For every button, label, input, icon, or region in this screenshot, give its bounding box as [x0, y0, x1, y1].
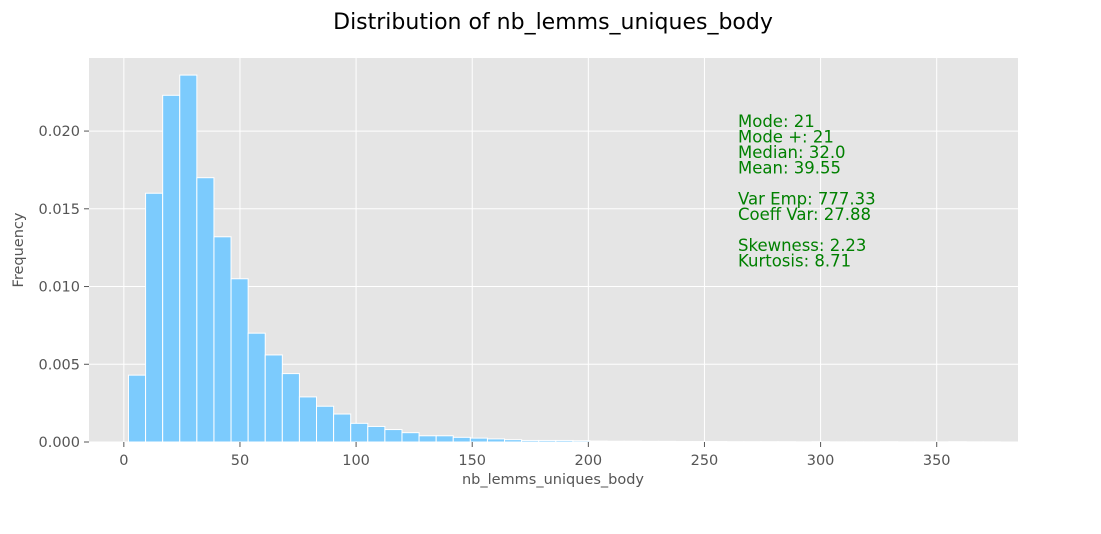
histogram-bars [127, 74, 1001, 443]
x-tick-label: 150 [458, 453, 486, 469]
histogram-bar [521, 439, 540, 443]
histogram-bar [145, 192, 164, 443]
histogram-bar [213, 236, 232, 443]
x-tick-label: 250 [691, 453, 719, 469]
histogram-bar [281, 373, 300, 443]
axis-ticks: 0 50 100 150 200 250 300 350 0.000 0.005 0.010 0.01… [38, 124, 950, 469]
histogram-bar [350, 422, 369, 443]
stat-line: Median: 32.0 [738, 143, 846, 162]
y-tick-label: 0.000 [38, 435, 80, 451]
histogram-bar [623, 440, 642, 443]
histogram-bar [247, 332, 266, 443]
y-axis-label: Frequency [11, 212, 27, 287]
stat-line: Mean: 39.55 [738, 159, 841, 178]
x-tick-label: 350 [923, 453, 951, 469]
histogram-bar [555, 439, 574, 443]
y-tick-label: 0.015 [38, 202, 80, 218]
histogram-bar [316, 405, 335, 443]
histogram-bar [418, 435, 437, 443]
histogram-bar [196, 177, 215, 443]
histogram-bar [264, 354, 283, 443]
histogram-bar [367, 425, 386, 443]
histogram-bar [384, 429, 403, 443]
histogram-bar [572, 440, 591, 443]
histogram-bar [435, 435, 454, 443]
x-tick-label: 100 [342, 453, 370, 469]
histogram-bar [179, 74, 198, 443]
histogram-bar [127, 374, 147, 443]
x-tick-label: 300 [807, 453, 835, 469]
histogram-bar [589, 440, 608, 443]
stat-line: Mode +: 21 [738, 128, 834, 147]
histogram-bar [504, 439, 523, 443]
x-tick-label: 200 [574, 453, 602, 469]
histogram-bar [452, 436, 471, 443]
histogram-bar [401, 432, 420, 443]
histogram-bar [333, 413, 352, 443]
y-tick-label: 0.005 [38, 357, 80, 373]
histogram-bar [230, 278, 249, 443]
x-tick-label: 0 [119, 453, 128, 469]
y-tick-label: 0.010 [38, 280, 80, 296]
histogram-bar [606, 440, 625, 443]
histogram-bar [298, 396, 318, 443]
stat-line: Skewness: 2.23 [738, 236, 866, 255]
stat-line: Kurtosis: 8.71 [738, 252, 851, 271]
x-tick-label: 50 [231, 453, 249, 469]
stat-line: Var Emp: 777.33 [738, 190, 876, 209]
histogram-bar [657, 440, 676, 443]
histogram-bar [538, 439, 557, 443]
histogram-bar [486, 438, 506, 443]
histogram-bar [162, 94, 181, 443]
stat-line: Mode: 21 [738, 112, 815, 131]
x-axis-label: nb_lemms_uniques_body [462, 472, 644, 488]
histogram-bar [469, 437, 488, 443]
stat-line: Coeff Var: 27.88 [738, 205, 871, 224]
chart-title: Distribution of nb_lemms_uniques_body [333, 10, 773, 35]
histogram-bar [640, 440, 659, 443]
y-tick-label: 0.020 [38, 124, 80, 140]
